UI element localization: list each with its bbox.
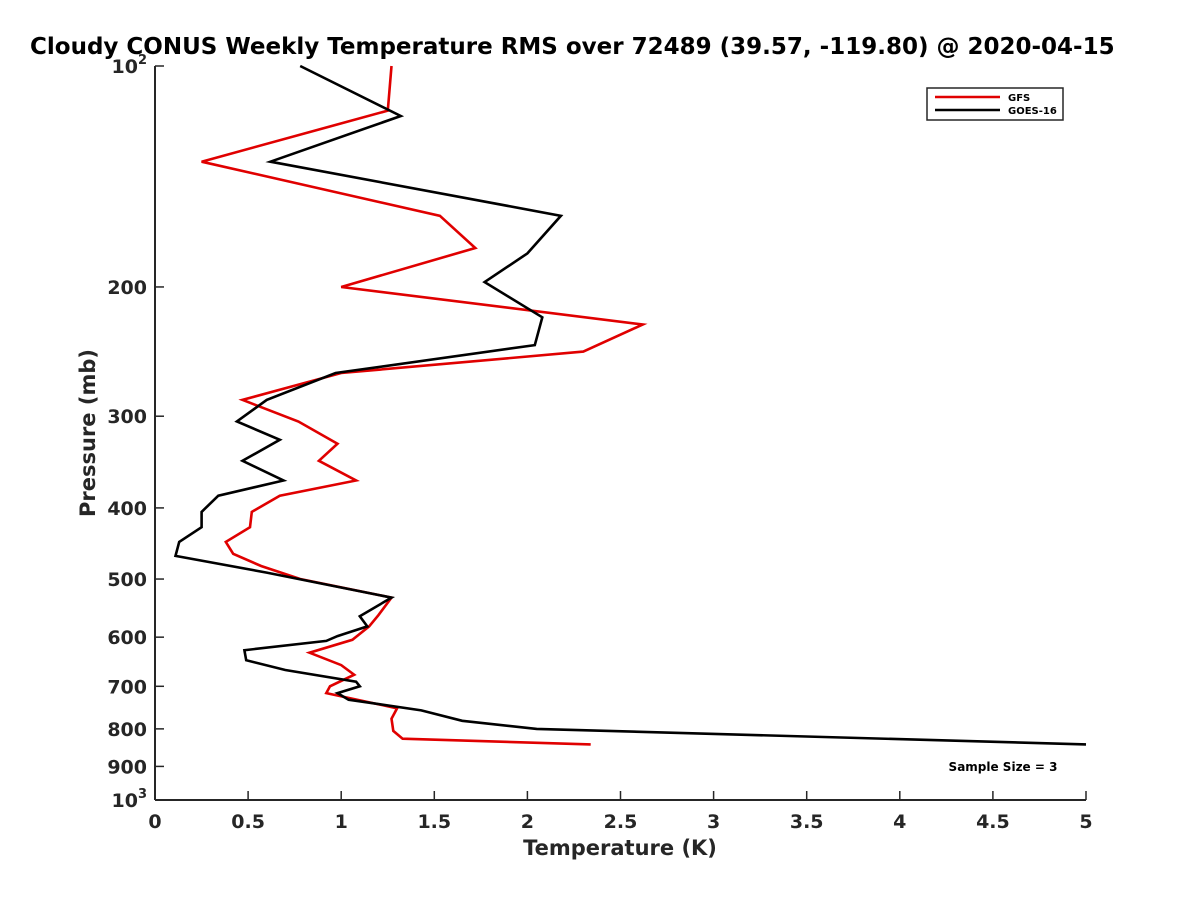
y-ticks: 102 200 300 400 500 600 700 800 900 103 <box>107 53 164 812</box>
y-tick-label: 600 <box>107 627 147 649</box>
x-tick-label: 4 <box>893 811 906 833</box>
sample-size-note: Sample Size = 3 <box>949 760 1058 774</box>
legend-label-gfs: GFS <box>1008 93 1030 104</box>
y-tick-label: 102 <box>112 53 148 78</box>
y-axis-label: Pressure (mb) <box>76 349 100 517</box>
y-tick-label: 900 <box>107 756 147 778</box>
y-tick-label: 500 <box>107 569 147 591</box>
x-tick-label: 0.5 <box>231 811 265 833</box>
chart-title: Cloudy CONUS Weekly Temperature RMS over… <box>30 34 1115 60</box>
legend-box <box>926 87 1064 121</box>
y-tick-label: 700 <box>107 676 147 698</box>
x-axis-label: Temperature (K) <box>523 836 717 860</box>
x-tick-label: 1 <box>335 811 348 833</box>
x-tick-label: 2.5 <box>604 811 638 833</box>
y-tick-label: 800 <box>107 719 147 741</box>
x-tick-label: 0 <box>148 811 161 833</box>
series-line-gfs <box>201 65 648 746</box>
y-tick-label: 400 <box>107 498 147 520</box>
x-tick-label: 1.5 <box>417 811 451 833</box>
legend: GFS GOES-16 <box>926 87 1064 121</box>
x-tick-label: 2 <box>521 811 534 833</box>
x-ticks: 0 0.5 1 1.5 2 2.5 3 3.5 4 4.5 5 <box>148 791 1093 833</box>
series-line-goes-16 <box>173 64 1087 746</box>
x-tick-label: 4.5 <box>976 811 1010 833</box>
y-tick-label: 300 <box>107 406 147 428</box>
x-tick-label: 3 <box>707 811 720 833</box>
x-tick-label: 3.5 <box>790 811 824 833</box>
x-tick-label: 5 <box>1079 811 1092 833</box>
plot-lines <box>173 64 1087 746</box>
y-tick-label: 103 <box>112 787 148 812</box>
y-tick-label: 200 <box>107 277 147 299</box>
legend-label-goes: GOES-16 <box>1008 106 1057 117</box>
